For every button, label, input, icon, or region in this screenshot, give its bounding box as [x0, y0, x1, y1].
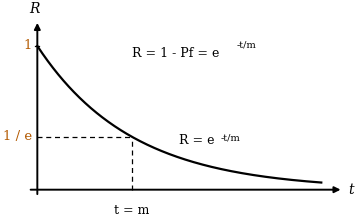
Text: R = e: R = e — [179, 134, 215, 147]
Text: -t/m: -t/m — [220, 133, 240, 142]
Text: t = m: t = m — [114, 204, 150, 217]
Text: R: R — [29, 2, 39, 16]
Text: R = 1 - Pf = e: R = 1 - Pf = e — [132, 47, 219, 60]
Text: 1: 1 — [24, 40, 32, 52]
Text: -t/m: -t/m — [236, 41, 256, 50]
Text: t: t — [348, 183, 354, 197]
Text: 1 / e: 1 / e — [3, 130, 32, 143]
